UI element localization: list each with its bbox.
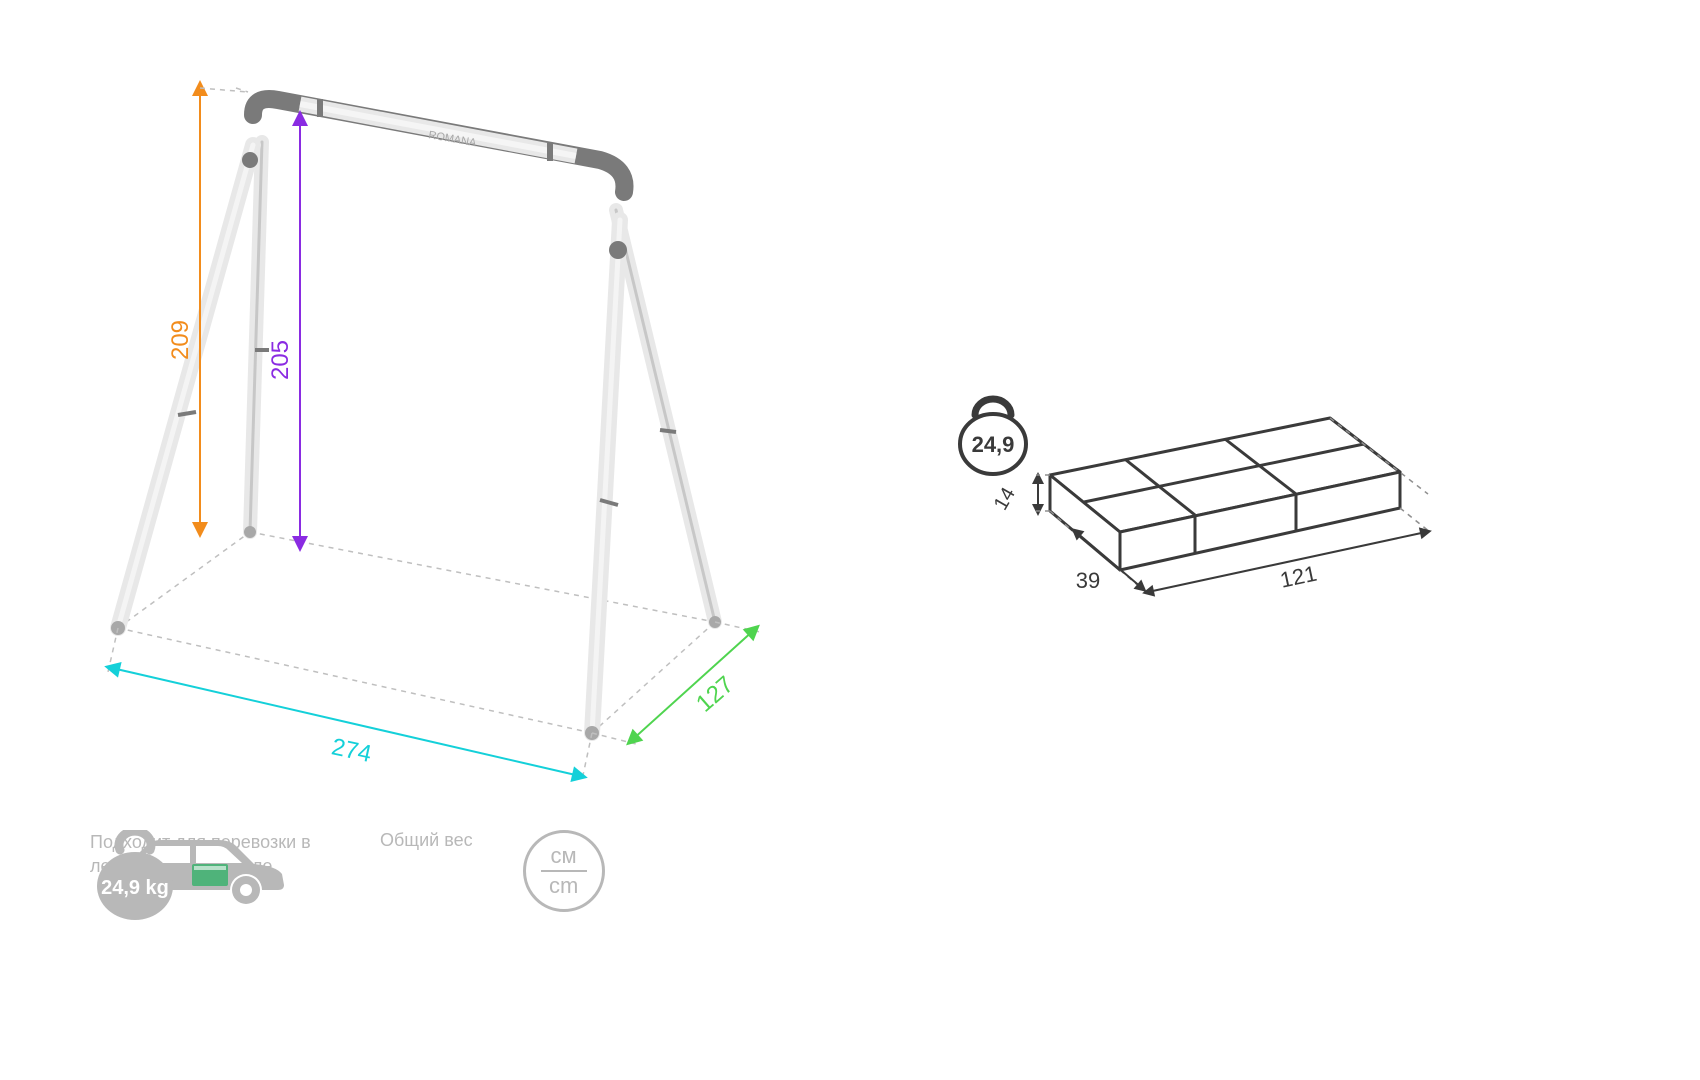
dim-width-label: 274 — [329, 733, 374, 768]
dim-depth-label: 127 — [691, 671, 739, 718]
weight-caption: Общий вес — [380, 830, 473, 851]
units-block: см cm — [523, 830, 605, 912]
package-width-label: 39 — [1076, 568, 1100, 593]
total-weight-block: 24,9 kg Общий вес — [380, 830, 473, 851]
package-length-label: 121 — [1278, 561, 1319, 593]
units-bottom: cm — [549, 874, 578, 898]
dim-height-inner-label: 205 — [267, 340, 294, 380]
swing-frame: ROMANA — [111, 99, 721, 740]
package-weight-label: 24,9 — [972, 432, 1015, 457]
dim-width: 274 — [108, 628, 592, 780]
dim-depth: 127 — [592, 622, 760, 744]
package-height-label: 14 — [990, 484, 1020, 514]
kettlebell-icon: 24,9 — [960, 399, 1026, 474]
kettlebell-icon: 24,9 kg — [90, 830, 180, 924]
info-strip: Подходит для перевозки в легковом автомо… — [90, 830, 605, 912]
dim-height-outer-label: 209 — [167, 320, 194, 360]
swing-frame-diagram: ROMANA 209 205 — [0, 0, 1700, 1080]
units-circle: см cm — [523, 830, 605, 912]
weight-badge-text: 24,9 kg — [101, 877, 169, 899]
units-top: см — [551, 844, 577, 868]
diagram-canvas: ROMANA 209 205 — [0, 0, 1700, 1080]
package-diagram: 24,9 — [960, 399, 1430, 594]
